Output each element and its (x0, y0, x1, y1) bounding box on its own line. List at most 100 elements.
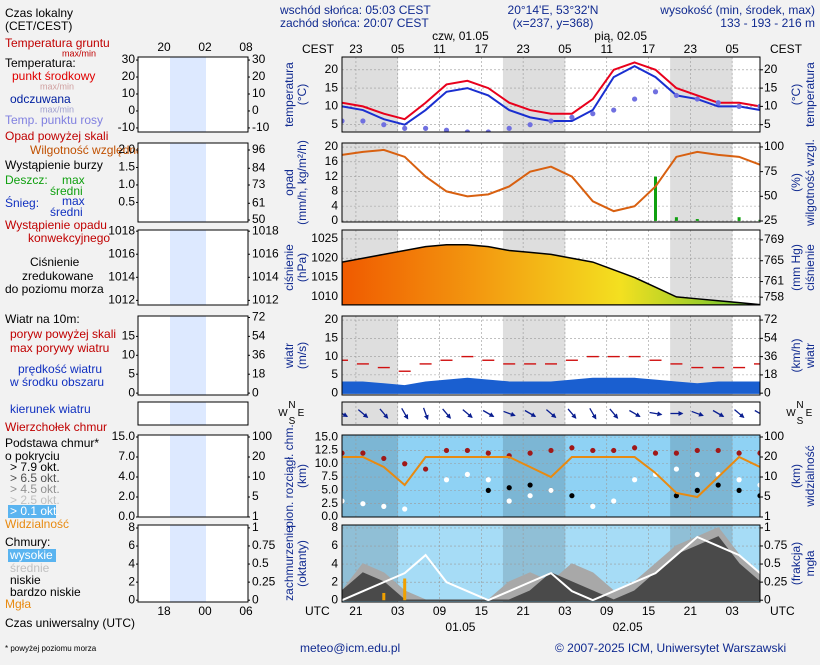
mini-y2-tick-label: 0.75 (252, 538, 276, 552)
utc-tick-label: 09 (433, 604, 447, 618)
mini-time-label: 00 (198, 604, 212, 618)
legend-label: Opad powyżej skali (5, 129, 108, 143)
dot (548, 487, 554, 493)
y-tick-label: 8 (331, 520, 338, 534)
legend-label: w środku obszaru (9, 375, 104, 389)
mini-y2-tick-label: 50 (252, 212, 266, 226)
mini-y2-tick-label: 0.5 (252, 556, 269, 570)
legend-label: średni (50, 184, 83, 198)
bar (382, 592, 386, 601)
legend-label: wysokie (9, 548, 53, 562)
plot-area (342, 435, 760, 517)
mini-time-label: 20 (157, 40, 171, 54)
axis-label: ciśnienie (803, 244, 817, 291)
dot (694, 487, 700, 493)
dot (611, 107, 617, 113)
dot (590, 503, 596, 509)
dot (569, 445, 575, 451)
night-band (342, 143, 399, 222)
y2-tick-label: 20 (764, 449, 778, 463)
legend-label: max/min (40, 104, 74, 114)
axis-label: (km) (295, 464, 309, 488)
mini-y2-tick-label: 0 (252, 385, 259, 399)
mini-y2-tick-label: 10 (252, 469, 266, 483)
mini-y2-tick-label: 84 (252, 160, 266, 174)
y-tick-label: 0 (331, 592, 338, 606)
dot (485, 477, 491, 483)
y-tick-label: 0 (331, 385, 338, 399)
compass-label: W (786, 408, 796, 419)
wind-arrow (462, 409, 473, 418)
cest-tick-label: 05 (391, 42, 405, 56)
y2-tick-label: 761 (764, 274, 784, 288)
mini-day-band (170, 230, 206, 305)
cest-tick-label: 11 (600, 42, 613, 56)
cest-tick-label: 17 (642, 42, 656, 56)
mini-y2-tick-label: 30 (252, 52, 266, 66)
legend-label: odczuwana (10, 92, 71, 106)
mini-y2-tick-label: 36 (252, 347, 266, 361)
legend-label: max porywy wiatru (10, 341, 109, 355)
legend-label: Wystąpienie burzy (5, 158, 103, 172)
mini-y2-tick-label: 1018 (252, 223, 279, 237)
compass-label: N (288, 400, 295, 411)
legend-label: Czas uniwersalny (UTC) (5, 616, 135, 630)
axis-label: (°C) (789, 84, 803, 105)
wind-arrow (754, 409, 760, 415)
y2-tick-label: 25 (764, 213, 778, 227)
axis-label: ciśnienie (282, 244, 296, 291)
compass-label: E (298, 408, 305, 419)
sunrise: wschód słońca: 05:03 CEST (279, 3, 431, 17)
y2-tick-label: 0 (764, 385, 771, 399)
dot (548, 118, 554, 124)
dot (673, 450, 680, 456)
dot (402, 461, 408, 467)
coords: 20°14'E, 53°32'N (508, 3, 599, 17)
dot (464, 471, 470, 478)
dot (527, 122, 533, 128)
axis-label: zachmurzenie (282, 526, 296, 601)
wind-arrow (545, 409, 557, 418)
mini-y-tick-label: 4.0 (118, 469, 135, 483)
panel-frame (341, 229, 761, 306)
dot (673, 92, 680, 99)
y2-tick-label: 0 (764, 592, 771, 606)
utc-tick-label: 03 (558, 604, 572, 618)
y2-tick-label: 769 (764, 232, 784, 246)
mini-y-tick-label: 5 (128, 366, 135, 380)
dot (443, 447, 450, 454)
cest-tick-label: 11 (433, 42, 446, 56)
area (342, 536, 760, 602)
dot (694, 96, 700, 102)
legend-label: * powyżej poziomu morza (5, 644, 97, 653)
legend-label: max (62, 173, 85, 187)
y-tick-label: 4 (331, 198, 338, 212)
legend-label: poryw powyżej skali (10, 327, 116, 341)
y2-tick-label: 0.75 (764, 538, 788, 552)
mini-y2-tick-label: 1014 (252, 269, 279, 283)
dot (736, 450, 742, 456)
y2-tick-label: 0.25 (764, 574, 788, 588)
line (342, 61, 760, 121)
y-tick-label: 10.0 (315, 456, 339, 470)
cest-tick-label: 17 (475, 42, 489, 56)
y-tick-label: 5 (331, 367, 338, 381)
cest-tick-label: 23 (684, 42, 698, 56)
mini-time-label: 08 (239, 40, 253, 54)
wind-arrow (691, 410, 704, 417)
mini-y2-tick-label: 54 (252, 329, 266, 343)
legend-label: Wiatr na 10m: (5, 312, 80, 326)
night-band (670, 230, 733, 305)
compass-label: S (797, 416, 804, 427)
dot (485, 487, 491, 493)
compass-label: S (289, 416, 296, 427)
axis-label: pion. rozciągł. chm. (282, 424, 296, 527)
y-tick-label: 2 (331, 574, 338, 588)
y2-tick-label: 1 (764, 520, 771, 534)
wind-arrow (712, 409, 725, 418)
axis-label: (%) (789, 173, 803, 192)
legend-label: Widzialność (5, 517, 69, 531)
mini-y-tick-label: 1016 (108, 246, 135, 260)
wind-arrow (503, 410, 516, 417)
panel-frame (341, 434, 761, 518)
